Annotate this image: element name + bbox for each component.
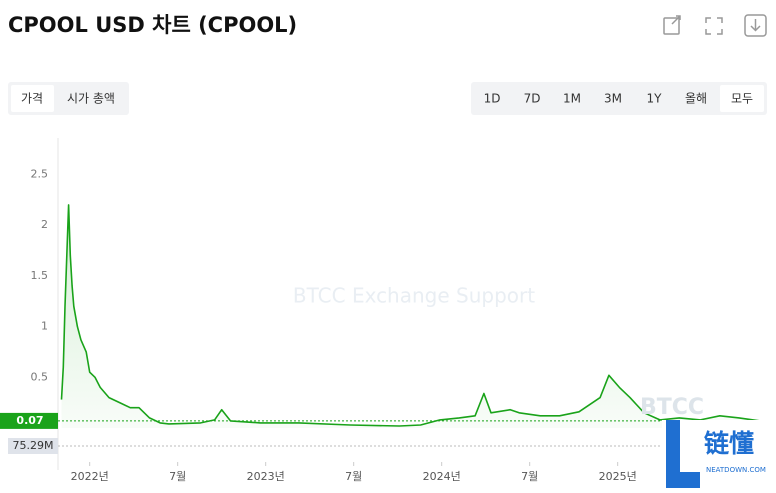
x-tick-label: 7월 xyxy=(169,470,186,483)
tab[interactable]: 가격 xyxy=(21,92,43,106)
range-button[interactable]: 올해 xyxy=(685,92,707,106)
range-button[interactable]: 모두 xyxy=(731,92,753,106)
x-tick-label: 7월 xyxy=(345,470,362,483)
range-group xyxy=(471,82,767,115)
last-price-label: 0.07 xyxy=(16,414,43,427)
y-tick-label: 1 xyxy=(41,320,48,333)
watermark: BTCC Exchange Support xyxy=(293,284,535,308)
tab[interactable]: 시가 총액 xyxy=(67,92,115,106)
range-active xyxy=(720,85,764,112)
x-tick-label: 2022년 xyxy=(71,470,109,483)
logo-brand: BTCC xyxy=(640,395,704,420)
logo-site: NEATDOWN.COM xyxy=(706,466,766,474)
volume-label: 75.29M xyxy=(13,439,54,452)
volume-box xyxy=(8,438,58,454)
price-line xyxy=(60,204,761,427)
x-tick-label: 7월 xyxy=(521,470,538,483)
download-icon[interactable] xyxy=(744,14,767,37)
x-tick-label: 2025년 xyxy=(599,470,637,483)
x-tick-label: 2024년 xyxy=(423,470,461,483)
y-tick-label: 2 xyxy=(41,218,48,231)
chart-area xyxy=(0,130,776,489)
fullscreen-icon[interactable] xyxy=(705,17,723,35)
share-icon[interactable] xyxy=(663,15,681,35)
range-button[interactable]: 1M xyxy=(563,92,581,106)
range-button[interactable]: 7D xyxy=(524,92,541,106)
range-button[interactable]: 1Y xyxy=(647,92,663,106)
logo-mark xyxy=(666,420,700,488)
y-tick-label: 2.5 xyxy=(31,167,49,180)
logo: BTCC 链懂 NEATDOWN.COM xyxy=(640,395,776,489)
y-tick-label: 0.5 xyxy=(31,370,49,383)
range-button[interactable]: 3M xyxy=(604,92,622,106)
last-price-box xyxy=(0,412,58,429)
range-button[interactable]: 1D xyxy=(484,92,501,106)
y-tick-label: 1.5 xyxy=(31,269,49,282)
logo-name: 链懂 xyxy=(704,429,754,458)
x-tick-label: 2023년 xyxy=(247,470,285,483)
tab-active xyxy=(11,85,54,112)
title: CPOOL USD 차트 (CPOOL) xyxy=(8,13,297,37)
